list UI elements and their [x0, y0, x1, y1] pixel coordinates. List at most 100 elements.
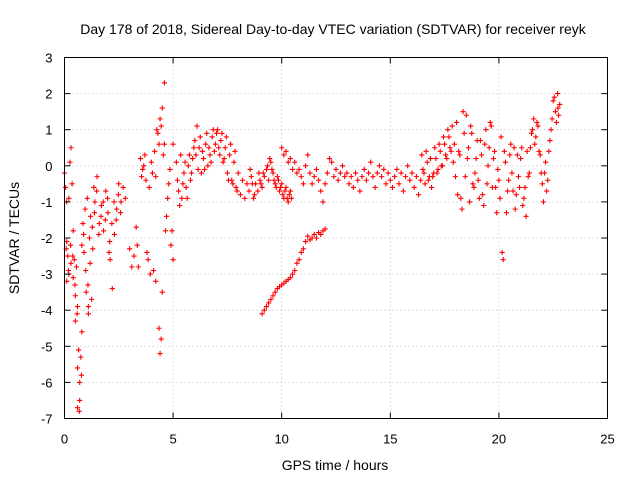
data-point-marker — [398, 170, 404, 176]
data-point-marker — [145, 257, 151, 263]
data-point-marker — [74, 365, 81, 371]
data-point-marker — [458, 195, 464, 201]
data-point-marker — [248, 174, 254, 180]
data-point-marker — [106, 249, 112, 256]
y-tick-label: -5 — [41, 339, 53, 354]
data-point-marker — [102, 217, 108, 223]
data-point-marker — [65, 253, 71, 259]
data-point-marker — [104, 195, 111, 201]
data-point-marker — [272, 289, 278, 295]
y-tick-label: 2 — [45, 87, 52, 102]
y-tick-label: 3 — [45, 51, 52, 66]
data-point-marker — [72, 282, 78, 288]
data-point-marker — [195, 166, 201, 173]
data-point-marker — [105, 210, 111, 216]
data-point-marker — [153, 278, 159, 284]
x-tick-label: 0 — [61, 432, 68, 447]
data-point-marker — [263, 303, 270, 310]
data-point-marker — [370, 174, 376, 180]
x-tick-label: 25 — [600, 432, 614, 447]
data-point-marker — [73, 264, 80, 270]
data-point-marker — [206, 145, 212, 151]
data-point-marker — [70, 275, 76, 281]
data-point-marker — [396, 181, 402, 187]
data-point-marker — [283, 148, 289, 154]
data-point-marker — [525, 174, 531, 180]
data-point-marker — [188, 170, 195, 176]
data-point-marker — [159, 289, 165, 295]
data-point-marker — [437, 148, 443, 154]
data-point-marker — [266, 300, 272, 306]
data-point-marker — [258, 181, 264, 187]
data-point-marker — [82, 206, 88, 212]
data-point-marker — [109, 285, 115, 292]
data-point-marker — [116, 181, 122, 187]
x-axis-label: GPS time / hours — [282, 457, 389, 473]
data-point-marker — [511, 145, 517, 151]
data-point-marker — [518, 155, 524, 162]
data-point-marker — [247, 166, 253, 173]
data-point-marker — [234, 188, 240, 194]
data-point-marker — [292, 159, 298, 165]
data-point-marker — [148, 159, 154, 165]
data-point-marker — [494, 210, 500, 216]
data-point-marker — [91, 184, 97, 191]
data-point-marker — [318, 231, 324, 237]
grid-lines — [64, 57, 608, 419]
data-point-marker — [213, 130, 220, 136]
data-point-marker — [250, 195, 257, 201]
data-point-marker — [424, 159, 430, 165]
data-point-marker — [320, 199, 326, 205]
data-markers — [61, 80, 563, 414]
data-point-marker — [316, 177, 322, 183]
data-point-marker — [280, 192, 286, 198]
data-point-marker — [244, 181, 250, 187]
data-point-marker — [285, 159, 291, 165]
data-point-marker — [418, 177, 424, 183]
data-point-marker — [394, 166, 400, 173]
data-point-marker — [322, 226, 328, 232]
data-point-marker — [478, 152, 485, 158]
data-point-marker — [259, 311, 265, 317]
data-point-marker — [133, 224, 139, 230]
data-point-marker — [66, 195, 72, 201]
data-point-marker — [495, 166, 501, 173]
data-point-marker — [294, 170, 300, 176]
data-point-marker — [473, 155, 479, 162]
data-point-marker — [153, 174, 159, 180]
data-point-marker — [352, 170, 359, 176]
data-point-marker — [344, 170, 350, 176]
data-point-marker — [445, 127, 451, 133]
data-point-marker — [197, 134, 203, 140]
data-point-marker — [307, 170, 313, 176]
data-point-marker — [78, 372, 85, 378]
data-point-marker — [546, 148, 552, 154]
data-point-marker — [413, 174, 419, 180]
data-point-marker — [348, 174, 354, 180]
data-point-marker — [90, 246, 96, 252]
data-point-marker — [72, 318, 78, 324]
data-point-marker — [508, 141, 514, 147]
data-point-marker — [209, 134, 215, 140]
data-point-marker — [161, 141, 168, 147]
data-point-marker — [305, 152, 311, 158]
data-point-marker — [146, 184, 152, 191]
data-point-marker — [173, 159, 179, 165]
data-point-marker — [443, 152, 449, 158]
data-point-marker — [322, 181, 328, 187]
data-point-marker — [242, 195, 248, 201]
data-point-marker — [98, 202, 105, 209]
data-point-marker — [115, 192, 121, 198]
data-point-marker — [440, 134, 447, 140]
data-point-marker — [549, 116, 555, 122]
data-point-marker — [89, 296, 95, 302]
data-point-marker — [67, 159, 73, 165]
data-point-marker — [266, 177, 272, 183]
data-point-marker — [184, 195, 190, 201]
data-point-marker — [273, 184, 279, 191]
data-point-marker — [249, 181, 255, 187]
data-point-marker — [493, 184, 499, 191]
data-point-marker — [471, 184, 477, 191]
data-point-marker — [79, 329, 85, 335]
